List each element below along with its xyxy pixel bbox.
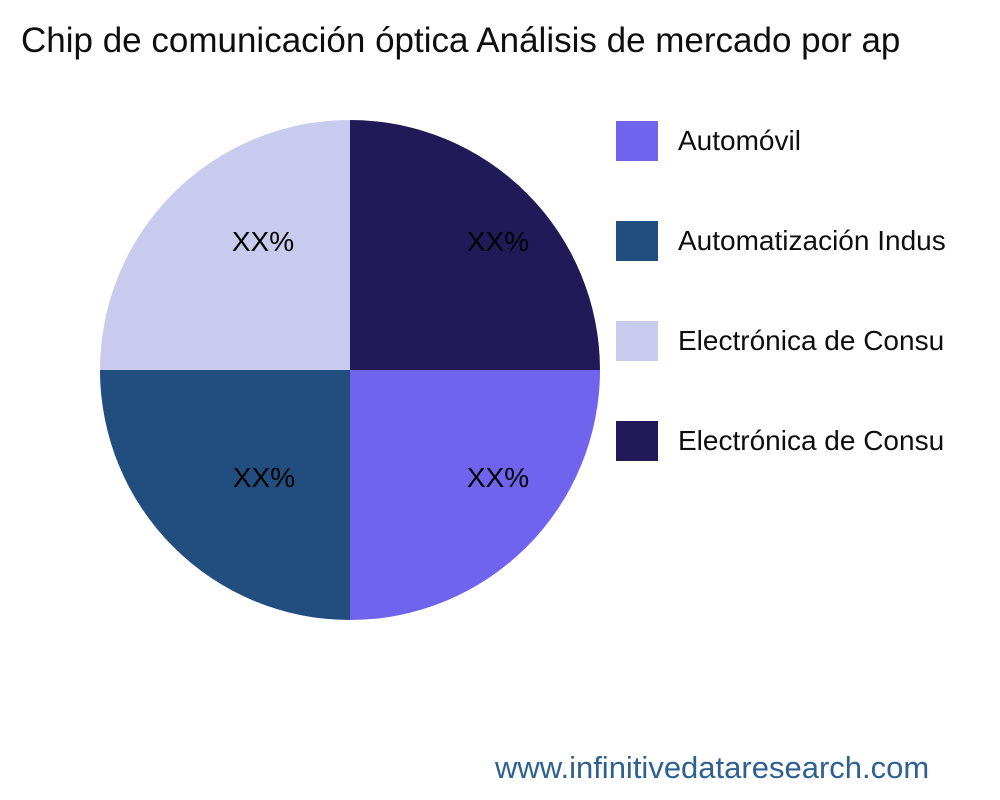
legend-label: Automatización Indus <box>678 225 946 256</box>
watermark-link[interactable]: www.infinitivedataresearch.com <box>495 750 930 785</box>
pie-slice-label-top-left: XX% <box>231 226 295 257</box>
pie-slice-label-bottom-left: XX% <box>232 462 296 493</box>
legend-label: Automóvil <box>678 125 801 156</box>
pie-chart: XX% XX% XX% XX% <box>100 120 600 620</box>
legend-swatch <box>616 221 658 261</box>
legend-item: Automóvil <box>616 121 801 161</box>
legend-item: Electrónica de Consu <box>616 321 944 361</box>
legend-item: Automatización Indus <box>616 221 946 261</box>
legend-swatch <box>616 121 658 161</box>
pie-slice-label-bottom-right: XX% <box>466 462 530 493</box>
pie-slice-label-top-right: XX% <box>466 226 530 257</box>
legend-label: Electrónica de Consu <box>678 425 945 456</box>
legend-item: Electrónica de Consu <box>616 421 944 461</box>
chart-title: Chip de comunicación óptica Análisis de … <box>21 21 901 60</box>
legend-swatch <box>616 421 658 461</box>
legend-label: Electrónica de Consu <box>678 325 945 356</box>
legend-swatch <box>616 321 658 361</box>
